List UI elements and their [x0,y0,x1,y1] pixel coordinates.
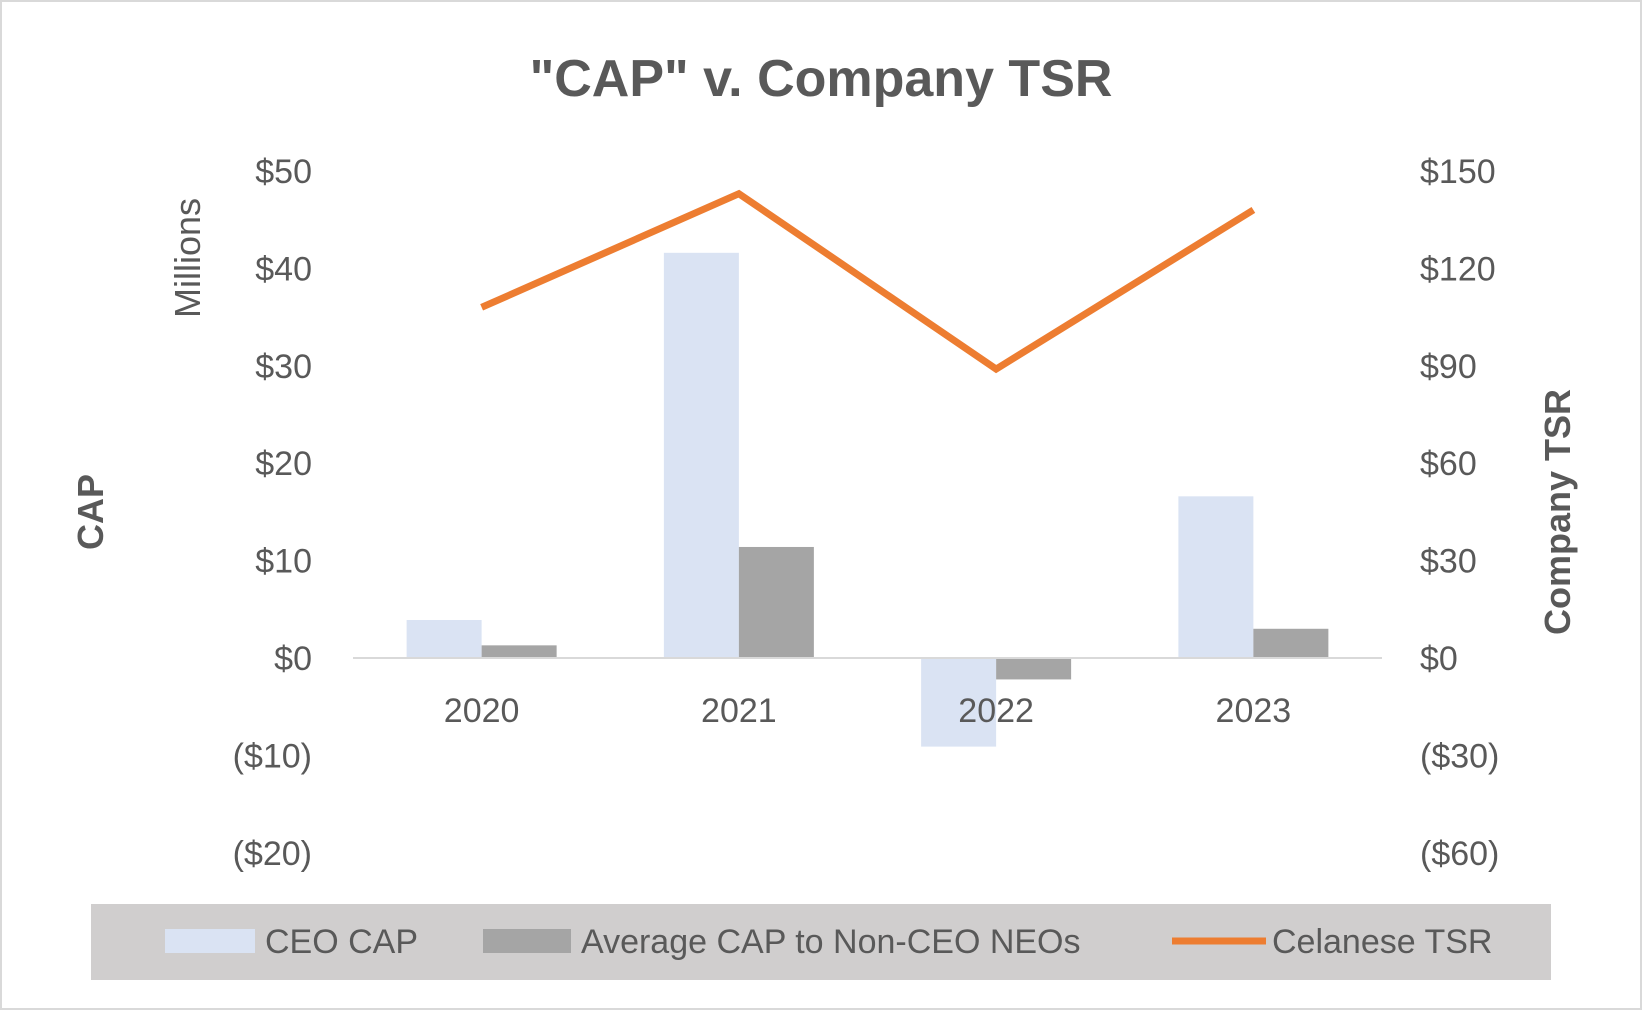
y-left-unit-label: Millions [167,198,208,318]
y-left-tick-label: $40 [255,250,312,288]
y-right-tick-label: $60 [1420,445,1477,483]
x-tick-label: 2021 [701,692,777,730]
bar-ceo-cap-2022 [921,658,997,747]
y-left-axis-label: CAP [70,474,111,550]
legend: CEO CAP Average CAP to Non-CEO NEOs Cela… [91,904,1551,980]
y-right-tick-label: ($30) [1420,737,1499,775]
y-left-tick-label: ($20) [233,835,312,873]
y-right-tick-label: ($60) [1420,835,1499,873]
legend-label-non-ceo: Average CAP to Non-CEO NEOs [581,923,1081,961]
y-left-tick-label: $20 [255,445,312,483]
bar-non-ceo-cap-2020 [481,645,557,658]
bar-non-ceo-cap-2023 [1253,628,1329,658]
y-left-tick-label: $30 [255,348,312,386]
bar-non-ceo-cap-2022 [996,658,1072,680]
legend-swatch-ceo-cap [165,929,255,953]
chart-title: "CAP" v. Company TSR [530,50,1113,108]
y-left-tick-label: $10 [255,543,312,581]
bar-ceo-cap-2023 [1178,496,1254,658]
bar-ceo-cap-2021 [663,252,739,659]
y-right-tick-label: $90 [1420,348,1477,386]
bar-ceo-cap-2020 [406,620,482,658]
legend-background [91,904,1551,980]
bar-non-ceo-cap-2021 [738,546,814,658]
y-right-tick-label: $0 [1420,640,1458,678]
legend-label-ceo-cap: CEO CAP [265,923,418,961]
x-tick-label: 2022 [958,692,1034,730]
series-line-celanese-tsr [480,189,1256,374]
y-right-tick-label: $150 [1420,153,1496,191]
y-right-tick-label: $120 [1420,250,1496,288]
y-right-axis-label: Company TSR [1537,389,1578,635]
y-left-tick-label: $50 [255,153,312,191]
y-left-tick-label: $0 [274,640,312,678]
x-tick-label: 2023 [1216,692,1292,730]
legend-swatch-non-ceo [483,929,571,953]
y-right-tick-label: $30 [1420,543,1477,581]
x-tick-label: 2020 [444,692,520,730]
legend-label-tsr: Celanese TSR [1272,923,1493,961]
y-left-tick-label: ($10) [233,737,312,775]
